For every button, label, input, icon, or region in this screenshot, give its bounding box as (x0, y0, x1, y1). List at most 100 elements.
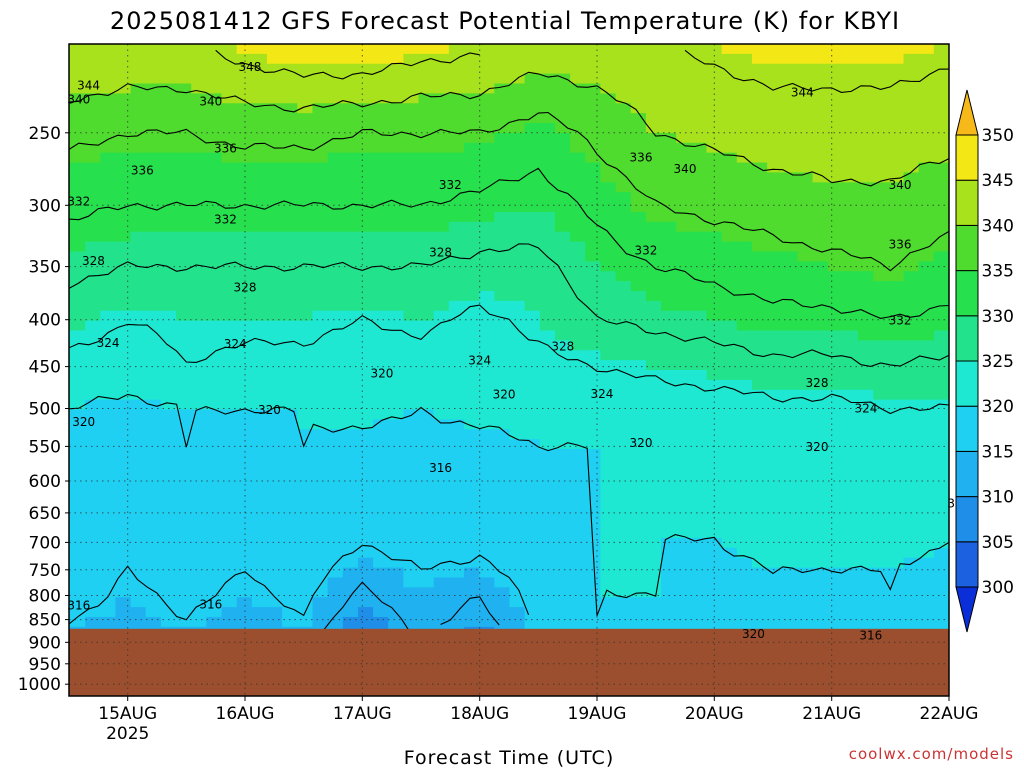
heat-cell (342, 182, 359, 193)
heat-cell (236, 93, 253, 104)
heat-cell (782, 211, 799, 223)
heat-cell (873, 162, 889, 174)
heat-cell (751, 300, 768, 312)
heat-cell (236, 113, 253, 124)
heat-cell (464, 113, 480, 124)
heat-cell (69, 567, 71, 579)
contour-label: 324 (224, 337, 247, 351)
heat-cell (388, 211, 404, 223)
heat-cell (645, 73, 662, 85)
heat-cell (206, 103, 223, 114)
heat-cell (888, 616, 905, 628)
heat-cell (842, 370, 859, 381)
heat-cell (812, 498, 829, 509)
heat-cell (918, 419, 935, 430)
heat-cell (388, 83, 404, 94)
heat-cell (115, 449, 132, 460)
heat-cell (524, 132, 541, 144)
credit-link[interactable]: coolwx.com/models (849, 745, 1014, 763)
y-tick-label: 950 (29, 655, 61, 675)
heat-cell (706, 93, 723, 104)
heat-cell (206, 518, 223, 529)
heat-cell (615, 192, 632, 203)
heat-cell (721, 458, 738, 470)
heat-cell (812, 202, 829, 213)
heat-cell (676, 547, 692, 559)
heat-cell (873, 607, 889, 618)
heat-cell (160, 498, 177, 509)
heat-cell (191, 557, 207, 569)
heat-cell (615, 53, 632, 65)
heat-cell (85, 537, 101, 549)
heat-cell (782, 310, 799, 322)
heat-cell (615, 449, 632, 460)
heat-cell (585, 350, 602, 361)
heat-cell (312, 360, 329, 371)
heat-cell (585, 577, 602, 588)
heat-cell (767, 192, 783, 203)
heat-cell (873, 300, 889, 312)
heat-cell (297, 44, 314, 55)
heat-cell (585, 162, 602, 174)
heat-cell (267, 63, 283, 75)
heat-cell (494, 419, 511, 430)
heat-cell (524, 123, 541, 134)
heat-cell (903, 44, 920, 55)
heat-cell (130, 350, 147, 361)
heat-cell (494, 340, 511, 351)
heat-cell (327, 152, 344, 164)
heat-cell (388, 567, 404, 579)
heat-cell (191, 192, 207, 203)
heat-cell (721, 528, 738, 539)
heat-cell (676, 557, 692, 569)
heat-cell (130, 53, 147, 65)
heat-cell (736, 449, 753, 460)
heat-cell (494, 271, 511, 282)
heat-cell (918, 63, 935, 75)
heat-cell (342, 231, 359, 243)
heat-cell (282, 113, 298, 124)
heat-cell (933, 547, 949, 559)
heat-cell (191, 340, 207, 351)
heat-cell (267, 132, 283, 144)
heat-cell (736, 241, 753, 253)
heat-cell (297, 231, 314, 243)
heat-cell (494, 350, 511, 361)
heat-cell (933, 597, 949, 608)
heat-cell (873, 281, 889, 292)
heat-cell (191, 488, 207, 500)
heat-cell (767, 370, 783, 381)
contour-label: 328 (429, 246, 452, 260)
heat-cell (873, 370, 889, 381)
heat-cell (282, 330, 298, 341)
heat-cell (539, 389, 556, 401)
heat-cell (403, 53, 420, 65)
heat-cell (191, 360, 207, 371)
heat-cell (782, 439, 799, 450)
heat-cell (933, 607, 949, 618)
heat-cell (782, 152, 799, 164)
heat-cell (236, 162, 253, 174)
heat-cell (115, 458, 132, 470)
chart-title: 2025081412 GFS Forecast Potential Temper… (110, 7, 900, 35)
heat-cell (251, 142, 268, 154)
heat-cell (206, 83, 223, 94)
heat-cell (100, 587, 117, 598)
heat-cell (615, 439, 632, 450)
heat-cell (706, 360, 723, 371)
colorbar-label: 315 (982, 442, 1014, 462)
heat-cell (191, 439, 207, 450)
heat-cell (191, 370, 207, 381)
heat-cell (691, 103, 708, 114)
heat-cell (176, 350, 192, 361)
heat-cell (100, 577, 117, 588)
heat-cell (115, 567, 132, 579)
heat-cell (767, 597, 783, 608)
heat-cell (827, 310, 844, 322)
heat-cell (615, 320, 632, 332)
heat-cell (251, 73, 268, 85)
heat-cell (615, 182, 632, 193)
heat-cell (842, 498, 859, 509)
heat-cell (767, 508, 783, 519)
heat-cell (69, 488, 86, 500)
